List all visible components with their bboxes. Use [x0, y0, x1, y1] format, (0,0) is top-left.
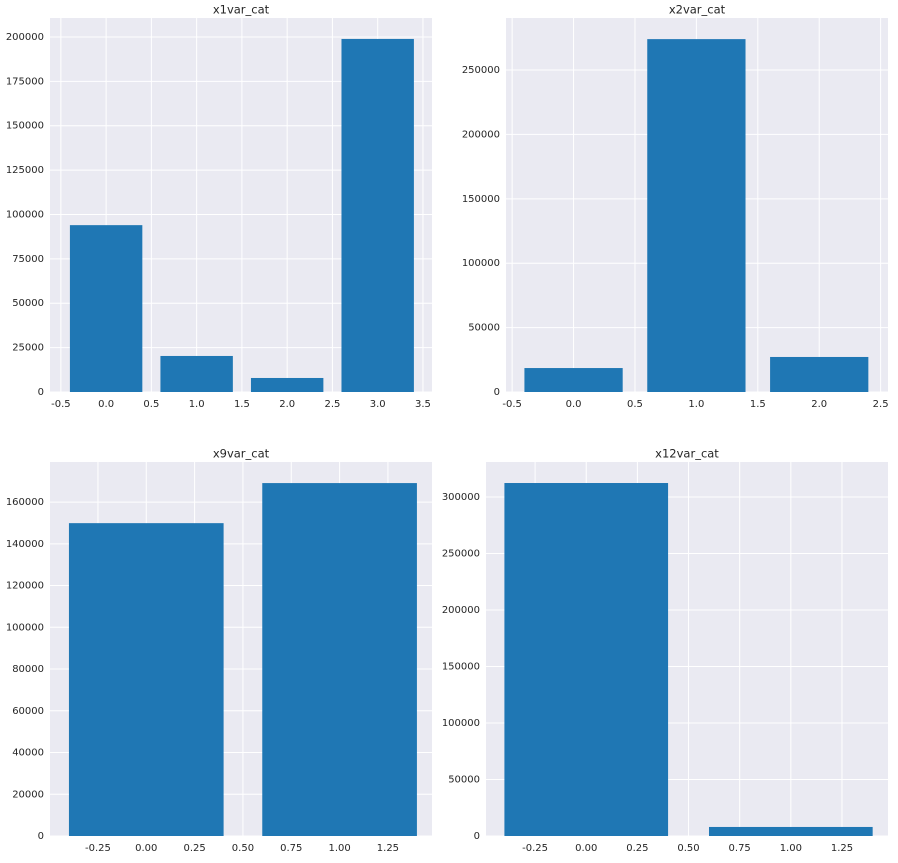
- y-tick-label: 75000: [12, 254, 44, 265]
- x-tick-label: -0.5: [502, 399, 522, 410]
- x-tick-label: 1.0: [688, 399, 704, 410]
- y-tick-label: 150000: [462, 194, 500, 205]
- x-tick-label: 0.00: [135, 843, 157, 854]
- y-tick-label: 60000: [12, 706, 44, 717]
- y-tick-label: 150000: [6, 121, 44, 132]
- x-tick-label: 1.00: [780, 843, 802, 854]
- bar: [160, 355, 233, 392]
- y-tick-label: 50000: [448, 775, 480, 786]
- bar: [69, 225, 143, 392]
- y-tick-label: 120000: [6, 581, 44, 592]
- x-tick-label: 0.0: [98, 399, 114, 410]
- x-tick-label: 0.50: [677, 843, 699, 854]
- y-tick-label: 40000: [12, 748, 44, 759]
- x-tick-label: 2.0: [811, 399, 827, 410]
- x-tick-label: 2.5: [324, 399, 340, 410]
- bar: [250, 377, 324, 392]
- x-tick-label: 1.5: [234, 399, 250, 410]
- y-tick-label: 160000: [6, 497, 44, 508]
- y-tick-label: 250000: [442, 549, 480, 560]
- bar: [68, 523, 224, 836]
- x-tick-label: 0.00: [575, 843, 597, 854]
- chart-title: x9var_cat: [213, 447, 270, 461]
- y-tick-label: 125000: [6, 165, 44, 176]
- bar: [770, 356, 869, 392]
- y-tick-label: 80000: [12, 664, 44, 675]
- x-tick-label: 3.0: [370, 399, 386, 410]
- y-tick-label: 250000: [462, 65, 500, 76]
- x-tick-label: 0.50: [232, 843, 254, 854]
- y-tick-label: 150000: [442, 662, 480, 673]
- y-tick-label: 100000: [6, 209, 44, 220]
- y-tick-label: 50000: [468, 323, 500, 334]
- bar: [262, 483, 417, 836]
- x-tick-label: 0.25: [626, 843, 648, 854]
- x-tick-label: 0.75: [729, 843, 751, 854]
- y-tick-label: 140000: [6, 539, 44, 550]
- y-tick-label: 200000: [442, 605, 480, 616]
- x-tick-label: 0.5: [627, 399, 643, 410]
- y-tick-label: 20000: [12, 789, 44, 800]
- chart-title: x2var_cat: [669, 3, 726, 17]
- y-tick-label: 200000: [462, 129, 500, 140]
- bar: [708, 826, 873, 836]
- y-tick-label: 100000: [6, 622, 44, 633]
- x-tick-label: 2.5: [873, 399, 889, 410]
- bar: [524, 368, 623, 392]
- x-tick-label: 0.5: [143, 399, 159, 410]
- y-tick-label: 100000: [442, 718, 480, 729]
- x-tick-label: 0.75: [280, 843, 302, 854]
- y-tick-label: 25000: [12, 343, 44, 354]
- y-tick-label: 0: [38, 831, 44, 842]
- x-tick-label: 2.0: [279, 399, 295, 410]
- y-tick-label: 100000: [462, 258, 500, 269]
- x-tick-label: -0.25: [85, 843, 111, 854]
- x-tick-label: 0.25: [183, 843, 205, 854]
- x-tick-label: -0.5: [51, 399, 71, 410]
- x-tick-label: 3.5: [415, 399, 431, 410]
- x-tick-label: 1.5: [750, 399, 766, 410]
- chart-title: x12var_cat: [655, 447, 719, 461]
- y-tick-label: 0: [38, 387, 44, 398]
- x-tick-label: 1.00: [328, 843, 350, 854]
- y-tick-label: 50000: [12, 298, 44, 309]
- y-tick-label: 175000: [6, 76, 44, 87]
- y-tick-label: 0: [494, 387, 500, 398]
- x-tick-label: 0.0: [566, 399, 582, 410]
- bar: [504, 483, 669, 836]
- y-tick-label: 200000: [6, 32, 44, 43]
- bar: [341, 38, 414, 392]
- y-tick-label: 0: [474, 831, 480, 842]
- x-tick-label: 1.25: [377, 843, 399, 854]
- x-tick-label: -0.25: [522, 843, 548, 854]
- chart-title: x1var_cat: [213, 3, 270, 17]
- y-tick-label: 300000: [442, 492, 480, 503]
- bar: [647, 39, 746, 392]
- x-tick-label: 1.25: [831, 843, 853, 854]
- x-tick-label: 1.0: [189, 399, 205, 410]
